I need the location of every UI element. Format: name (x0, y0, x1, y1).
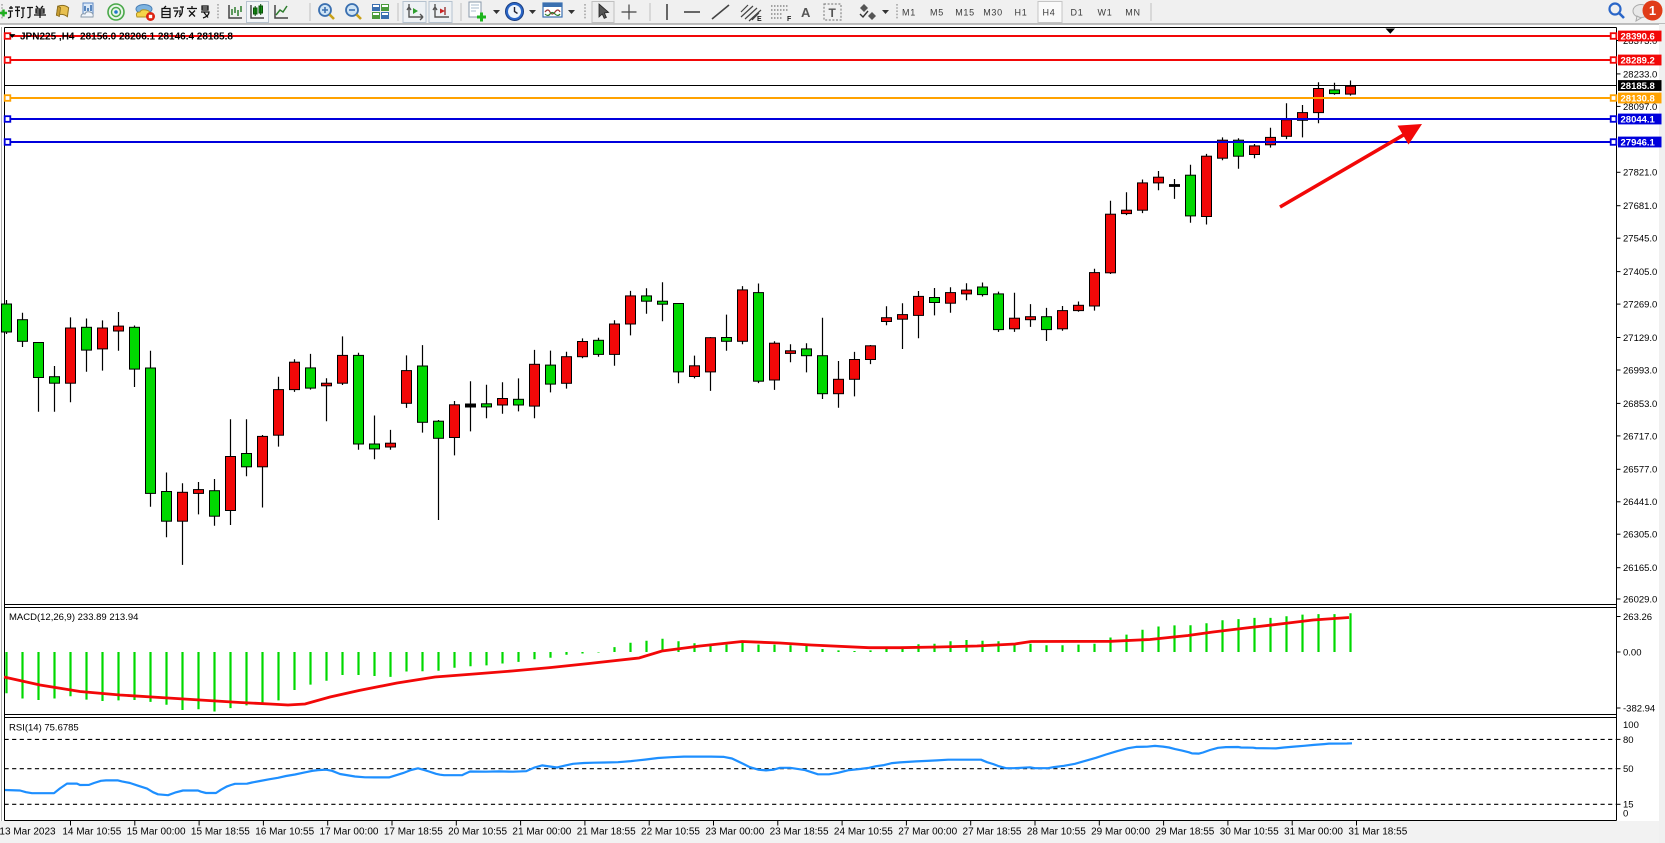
svg-text:22 Mar 10:55: 22 Mar 10:55 (641, 827, 700, 838)
svg-text:E: E (757, 16, 762, 23)
svg-text:27 Mar 00:00: 27 Mar 00:00 (898, 827, 957, 838)
svg-text:28044.1: 28044.1 (1621, 115, 1656, 126)
svg-text:30 Mar 10:55: 30 Mar 10:55 (1220, 827, 1279, 838)
svg-text:27946.1: 27946.1 (1621, 138, 1656, 149)
svg-text:31 Mar 18:55: 31 Mar 18:55 (1348, 827, 1407, 838)
svg-text:27545.0: 27545.0 (1623, 234, 1657, 245)
svg-text:0.00: 0.00 (1623, 647, 1642, 658)
svg-text:20 Mar 10:55: 20 Mar 10:55 (448, 827, 507, 838)
svg-text:28289.2: 28289.2 (1621, 56, 1655, 67)
svg-text:-382.94: -382.94 (1623, 703, 1655, 714)
svg-text:0: 0 (1623, 809, 1628, 820)
svg-text:26165.0: 26165.0 (1623, 563, 1657, 574)
svg-text:29 Mar 00:00: 29 Mar 00:00 (1091, 827, 1150, 838)
svg-text:13 Mar 2023: 13 Mar 2023 (0, 827, 56, 838)
svg-text:28233.0: 28233.0 (1623, 69, 1657, 80)
svg-text:26305.0: 26305.0 (1623, 530, 1657, 541)
svg-text:M5: M5 (930, 8, 944, 18)
svg-text:263.26: 263.26 (1623, 612, 1652, 623)
svg-text:28185.8: 28185.8 (1621, 81, 1655, 92)
svg-text:W1: W1 (1098, 8, 1113, 18)
svg-text:T: T (829, 6, 837, 20)
svg-text:28130.8: 28130.8 (1621, 94, 1655, 105)
svg-text:24 Mar 10:55: 24 Mar 10:55 (834, 827, 893, 838)
svg-text:A: A (801, 5, 811, 20)
svg-text:M30: M30 (983, 8, 1003, 18)
svg-text:100: 100 (1623, 720, 1639, 731)
svg-text:RSI(14) 75.6785: RSI(14) 75.6785 (9, 723, 79, 734)
svg-text:15 Mar 18:55: 15 Mar 18:55 (191, 827, 250, 838)
svg-text:M1: M1 (902, 8, 916, 18)
svg-text:27821.0: 27821.0 (1623, 168, 1657, 179)
svg-text:50: 50 (1623, 764, 1634, 775)
svg-text:MACD(12,26,9) 233.89 213.94: MACD(12,26,9) 233.89 213.94 (9, 612, 138, 623)
svg-text:17 Mar 00:00: 17 Mar 00:00 (320, 827, 379, 838)
svg-text:28390.6: 28390.6 (1621, 32, 1655, 43)
svg-text:JPN225 ,H4 28156.0 28206.1 28: JPN225 ,H4 28156.0 28206.1 28146.4 28185… (20, 32, 233, 43)
svg-text:27405.0: 27405.0 (1623, 267, 1657, 278)
svg-text:26577.0: 26577.0 (1623, 465, 1657, 476)
svg-text:28097.0: 28097.0 (1623, 102, 1657, 113)
svg-text:26993.0: 26993.0 (1623, 365, 1657, 376)
svg-text:F: F (787, 16, 792, 23)
svg-text:27129.0: 27129.0 (1623, 333, 1657, 344)
svg-text:27 Mar 18:55: 27 Mar 18:55 (963, 827, 1022, 838)
svg-text:27681.0: 27681.0 (1623, 201, 1657, 212)
svg-text:14 Mar 10:55: 14 Mar 10:55 (62, 827, 121, 838)
svg-text:27269.0: 27269.0 (1623, 300, 1657, 311)
svg-text:21 Mar 18:55: 21 Mar 18:55 (577, 827, 636, 838)
svg-text:15 Mar 00:00: 15 Mar 00:00 (127, 827, 186, 838)
svg-text:26717.0: 26717.0 (1623, 431, 1657, 442)
svg-text:1: 1 (1649, 3, 1656, 18)
svg-text:17 Mar 18:55: 17 Mar 18:55 (384, 827, 443, 838)
svg-text:23 Mar 18:55: 23 Mar 18:55 (770, 827, 829, 838)
svg-text:H1: H1 (1015, 8, 1028, 18)
svg-text:23 Mar 00:00: 23 Mar 00:00 (705, 827, 764, 838)
svg-text:26853.0: 26853.0 (1623, 399, 1657, 410)
svg-text:28 Mar 10:55: 28 Mar 10:55 (1027, 827, 1086, 838)
svg-text:29 Mar 18:55: 29 Mar 18:55 (1155, 827, 1214, 838)
svg-text:80: 80 (1623, 735, 1634, 746)
svg-text:D1: D1 (1071, 8, 1084, 18)
svg-text:15: 15 (1623, 800, 1634, 811)
svg-text:21 Mar 00:00: 21 Mar 00:00 (512, 827, 571, 838)
svg-text:MN: MN (1125, 8, 1140, 18)
svg-text:M15: M15 (955, 8, 975, 18)
svg-text:16 Mar 10:55: 16 Mar 10:55 (255, 827, 314, 838)
svg-text:26029.0: 26029.0 (1623, 594, 1657, 605)
svg-text:31 Mar 00:00: 31 Mar 00:00 (1284, 827, 1343, 838)
svg-text:H4: H4 (1043, 8, 1056, 18)
svg-text:26441.0: 26441.0 (1623, 497, 1657, 508)
